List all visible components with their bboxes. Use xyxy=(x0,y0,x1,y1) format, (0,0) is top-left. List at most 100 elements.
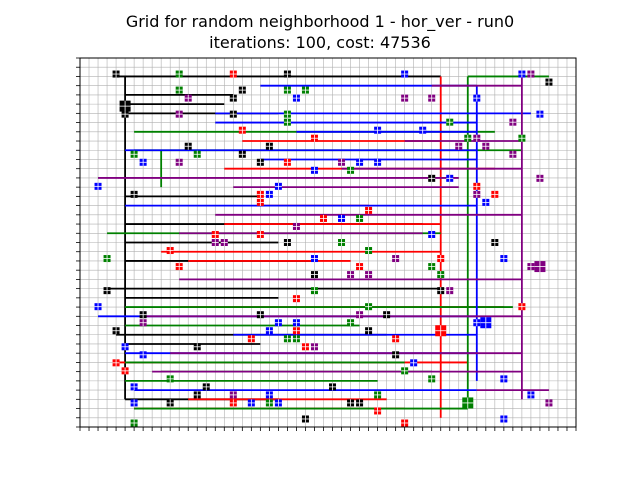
pin-purple xyxy=(428,94,436,102)
pin-green xyxy=(446,118,454,126)
pin-purple xyxy=(473,134,481,142)
pin-black xyxy=(283,239,291,246)
pin-blue xyxy=(338,214,346,222)
pin-purple xyxy=(482,142,490,150)
pin-red xyxy=(518,303,526,311)
pin-purple xyxy=(536,174,544,182)
pin-green xyxy=(365,303,373,311)
pin-red xyxy=(256,198,264,206)
pin-green xyxy=(283,335,291,343)
pin-green xyxy=(283,110,291,118)
pin-purple xyxy=(392,255,400,263)
pin-black xyxy=(310,271,318,279)
pin-black xyxy=(238,86,246,94)
pin-green xyxy=(310,287,318,295)
pin-blue xyxy=(139,351,147,359)
pin-blue xyxy=(247,399,255,407)
pin-blue xyxy=(374,126,382,134)
chart-title-line2: iterations: 100, cost: 47536 xyxy=(209,33,431,52)
pin-red xyxy=(437,255,445,263)
pin-purple xyxy=(310,343,318,351)
bigpin-green xyxy=(462,397,474,409)
pin-black xyxy=(139,311,147,319)
pin-blue xyxy=(265,190,273,198)
pin-red xyxy=(256,230,264,238)
pin-black xyxy=(491,239,499,246)
pin-red xyxy=(229,399,237,407)
pin-black xyxy=(229,110,237,118)
pin-black xyxy=(428,174,436,182)
pin-purple xyxy=(545,399,553,407)
pin-green xyxy=(374,391,382,399)
pin-black xyxy=(256,311,264,319)
pin-red xyxy=(256,190,264,198)
pin-blue xyxy=(518,70,526,78)
pin-black xyxy=(437,287,445,295)
wire-layer xyxy=(98,75,549,418)
pin-green xyxy=(283,86,291,94)
pin-green xyxy=(338,239,346,246)
pin-black xyxy=(193,343,201,351)
plot-frame xyxy=(79,57,577,428)
pin-black xyxy=(193,391,201,399)
pin-black xyxy=(383,311,391,319)
axis-ticks xyxy=(76,57,577,431)
pin-blue xyxy=(500,415,508,423)
pin-blue xyxy=(527,391,535,399)
pin-green xyxy=(175,70,183,78)
pin-green xyxy=(175,86,183,94)
pin-blue xyxy=(274,182,282,190)
pin-black xyxy=(130,190,138,198)
pin-red xyxy=(211,230,219,238)
pin-red xyxy=(473,182,481,190)
pin-layer xyxy=(94,70,553,427)
pin-green xyxy=(437,271,445,279)
pin-green xyxy=(347,319,355,327)
pin-black xyxy=(229,94,237,102)
pin-blue xyxy=(410,359,418,367)
pin-blue xyxy=(130,383,138,391)
pin-blue xyxy=(482,198,490,206)
pin-black xyxy=(347,399,355,407)
pin-green xyxy=(356,214,364,222)
bigpin-red xyxy=(435,325,447,337)
pin-purple xyxy=(347,271,355,279)
pin-purple xyxy=(401,94,409,102)
pin-blue xyxy=(265,391,273,399)
pin-red xyxy=(229,70,237,78)
pin-red xyxy=(283,158,291,166)
pin-red xyxy=(356,263,364,271)
pin-red xyxy=(310,134,318,142)
pin-blue xyxy=(356,158,364,166)
pin-blue xyxy=(274,399,282,407)
pin-blue xyxy=(292,319,300,327)
pin-black xyxy=(202,383,210,391)
pin-green xyxy=(428,263,436,271)
pin-black xyxy=(365,327,373,335)
pin-black xyxy=(112,327,120,335)
pin-green xyxy=(428,375,436,383)
pin-red xyxy=(166,247,174,255)
pin-purple xyxy=(455,142,463,150)
pin-black xyxy=(301,415,309,423)
pin-red xyxy=(491,190,499,198)
pin-purple xyxy=(175,158,183,166)
pin-black xyxy=(112,70,120,78)
pin-purple xyxy=(527,70,535,78)
pin-green xyxy=(283,118,291,126)
pin-red xyxy=(175,263,183,271)
pin-black xyxy=(356,399,364,407)
pin-green xyxy=(130,150,138,158)
pin-blue xyxy=(473,319,481,327)
pin-green xyxy=(166,375,174,383)
pin-blue xyxy=(374,158,382,166)
pin-black xyxy=(103,287,111,295)
pin-green xyxy=(518,134,526,142)
pin-purple xyxy=(184,94,192,102)
pin-red xyxy=(319,214,327,222)
pin-black xyxy=(184,142,192,150)
pin-purple xyxy=(365,271,373,279)
pin-red xyxy=(365,206,373,214)
pin-red xyxy=(238,126,246,134)
